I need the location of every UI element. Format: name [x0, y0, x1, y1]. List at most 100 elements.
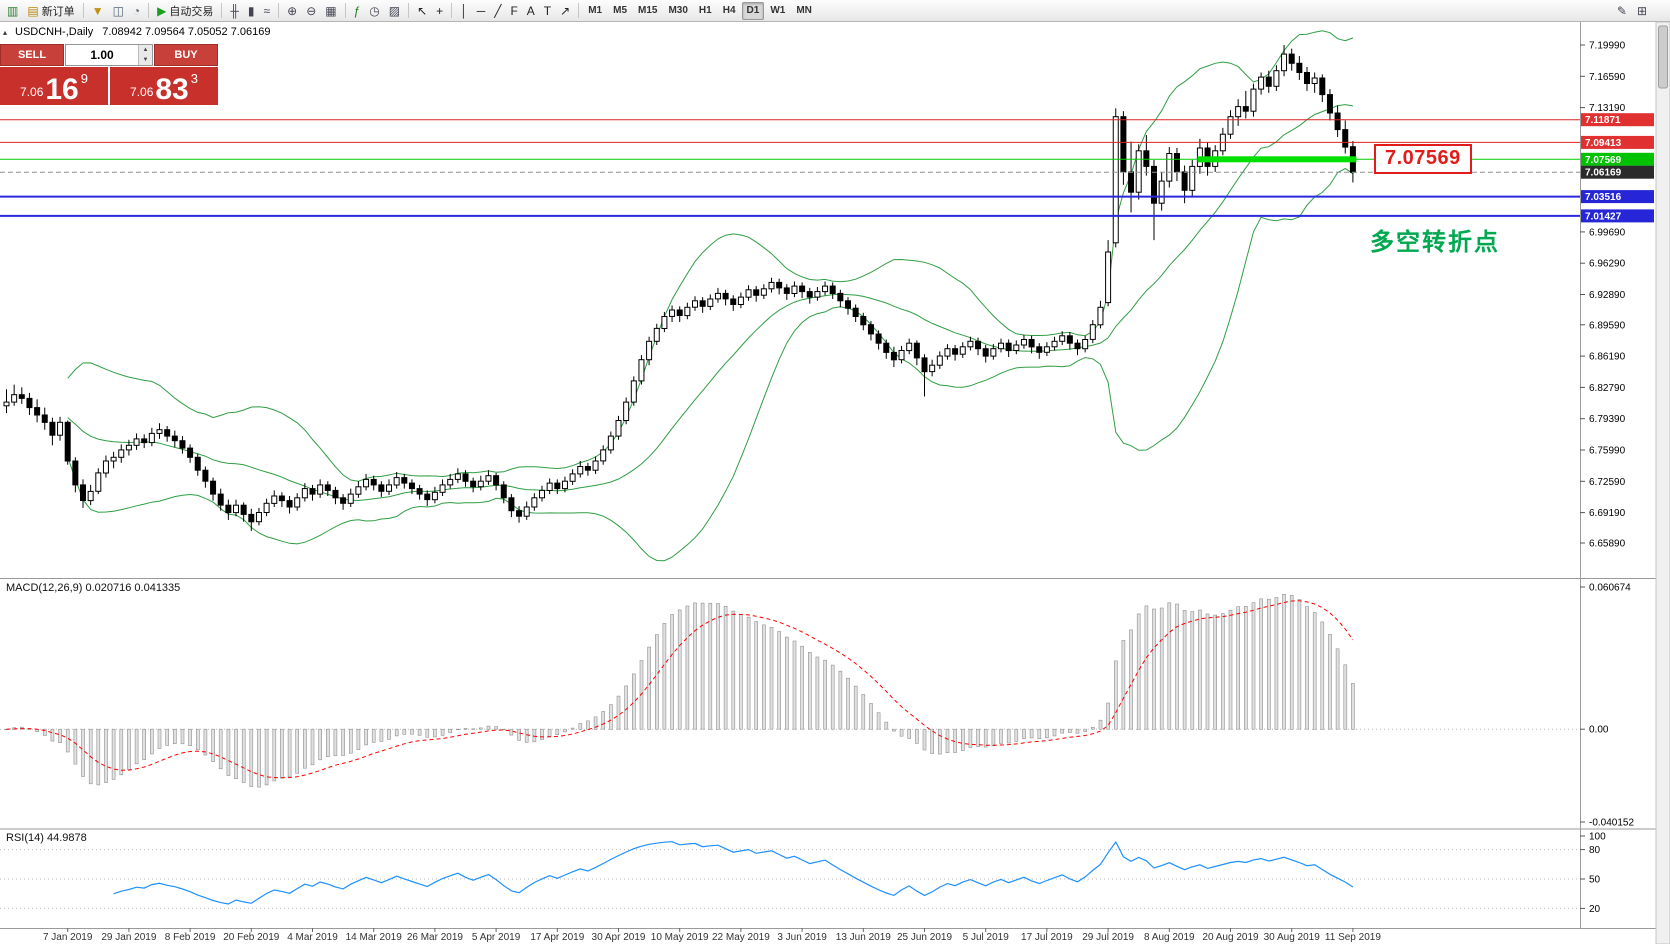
- volume-spinner: ▲ ▼: [138, 45, 152, 65]
- turning-point-annotation[interactable]: 多空转折点: [1370, 229, 1500, 256]
- vertical-line-icon-button[interactable]: │: [456, 1, 472, 21]
- svg-text:6.86190: 6.86190: [1589, 352, 1626, 363]
- trade-panel-controls-row: SELL 1.00 ▲ ▼ BUY: [0, 44, 218, 66]
- bar-chart-icon-button[interactable]: ╫: [226, 1, 243, 21]
- svg-text:7.16590: 7.16590: [1589, 72, 1626, 83]
- svg-text:17 Apr 2019: 17 Apr 2019: [530, 932, 584, 943]
- charts-filter-icon-button[interactable]: ▼: [88, 1, 108, 21]
- crosshair-icon-button[interactable]: +: [432, 1, 447, 21]
- timeframe-mn-button[interactable]: MN: [796, 4, 812, 16]
- svg-text:80: 80: [1589, 845, 1601, 856]
- candlestick-chart-icon-button[interactable]: ▮: [244, 1, 259, 21]
- timeframe-m5-button[interactable]: M5: [613, 4, 628, 16]
- svg-text:20 Aug 2019: 20 Aug 2019: [1202, 932, 1259, 943]
- new-order-glyph: ▤: [27, 3, 39, 18]
- svg-text:22 May 2019: 22 May 2019: [712, 932, 770, 943]
- layout-icon-glyph: ⊞: [1636, 3, 1647, 18]
- crosshair-icon-glyph: +: [436, 3, 444, 18]
- alerts-icon-button[interactable]: ◔: [129, 1, 144, 21]
- terminal-icon: ▥: [3, 1, 22, 21]
- price-callout-label[interactable]: 7.07569: [1374, 144, 1472, 174]
- zoom-in-icon-glyph: ⊕: [287, 3, 298, 18]
- toolbar-separator: [221, 3, 223, 18]
- svg-text:26 Mar 2019: 26 Mar 2019: [407, 932, 464, 943]
- timeframe-w1-button[interactable]: W1: [770, 4, 786, 16]
- scrollbar-thumb[interactable]: [1658, 25, 1668, 89]
- zoom-out-icon-glyph: ⊖: [306, 3, 317, 18]
- candles-layer: [3, 45, 1356, 531]
- toolbar-separator: [578, 3, 580, 18]
- svg-text:7.13190: 7.13190: [1589, 103, 1626, 114]
- svg-text:0.00: 0.00: [1589, 725, 1609, 736]
- toolbar-separator: [408, 3, 410, 18]
- cursor-icon-button[interactable]: ↖: [413, 1, 431, 21]
- rsi-indicator-label: RSI(14) 44.9878: [6, 832, 87, 844]
- periods-icon-glyph: ◷: [369, 3, 380, 18]
- buy-button[interactable]: BUY: [154, 44, 218, 66]
- timeframe-d1-button[interactable]: D1: [741, 1, 765, 20]
- autotrading-button[interactable]: ▶ 自动交易: [153, 1, 217, 21]
- svg-text:6.72590: 6.72590: [1589, 477, 1626, 488]
- symbol-title: USDCNH-,Daily: [15, 26, 94, 38]
- edit-icon-button[interactable]: ✎: [1613, 1, 1631, 21]
- volume-field[interactable]: 1.00 ▲ ▼: [65, 44, 153, 66]
- trendline-icon-glyph: ╱: [494, 3, 502, 18]
- layout-icon-button[interactable]: ⊞: [1633, 1, 1651, 21]
- profiles-icon-button[interactable]: ◫: [109, 1, 128, 21]
- bar-chart-icon-glyph: ╫: [230, 3, 239, 18]
- autotrading-glyph: ▶: [157, 3, 167, 18]
- svg-text:8 Aug 2019: 8 Aug 2019: [1144, 932, 1195, 943]
- candlestick-chart-icon-glyph: ▮: [247, 3, 255, 18]
- trendline-icon-button[interactable]: ╱: [490, 1, 505, 21]
- svg-text:7 Jan 2019: 7 Jan 2019: [43, 932, 93, 943]
- collapse-trade-panel-icon[interactable]: ▴: [3, 28, 8, 37]
- toolbar-separator: [278, 3, 280, 18]
- svg-text:6.82790: 6.82790: [1589, 383, 1626, 394]
- svg-text:7.09413: 7.09413: [1585, 138, 1622, 149]
- timeframe-m30-button[interactable]: M30: [668, 4, 688, 16]
- new-order-button[interactable]: ▤ 新订单: [23, 1, 78, 21]
- svg-text:5 Jul 2019: 5 Jul 2019: [963, 932, 1010, 943]
- svg-text:7.01427: 7.01427: [1585, 211, 1622, 222]
- fibonacci-icon-glyph: F: [510, 3, 518, 18]
- text-icon-button[interactable]: A: [523, 1, 539, 21]
- fibonacci-icon-button[interactable]: F: [506, 1, 521, 21]
- time-axis[interactable]: 7 Jan 2019 29 Jan 2019 8 Feb 2019 20 Feb 20…: [43, 928, 1381, 943]
- horizontal-lines-layer: [0, 119, 1580, 217]
- shapes-icon-glyph: ↗: [560, 3, 571, 18]
- svg-text:17 Jul 2019: 17 Jul 2019: [1021, 932, 1073, 943]
- horizontal-line-icon-button[interactable]: ─: [473, 1, 490, 21]
- buy-price-prefix: 7.06: [130, 85, 154, 99]
- svg-text:6.65890: 6.65890: [1589, 539, 1626, 550]
- shapes-icon-button[interactable]: ↗: [556, 1, 574, 21]
- line-chart-icon-button[interactable]: ≈: [260, 1, 275, 21]
- sell-price-display[interactable]: 7.06 16 9: [0, 67, 108, 105]
- volume-value[interactable]: 1.00: [90, 48, 114, 62]
- vertical-line-icon-glyph: │: [460, 3, 468, 18]
- buy-price-display[interactable]: 7.06 83 3: [110, 67, 218, 105]
- support-zone-segment[interactable]: [1197, 156, 1357, 163]
- templates-icon-button[interactable]: ▨: [385, 1, 404, 21]
- timeframe-h1-button[interactable]: H1: [698, 4, 712, 16]
- svg-text:7.11871: 7.11871: [1585, 115, 1621, 126]
- svg-text:5 Apr 2019: 5 Apr 2019: [472, 932, 521, 943]
- price-axis[interactable]: 7.19990 7.16590 7.13190 6.99690 6.96290 6.928…: [1580, 41, 1654, 915]
- volume-down-button[interactable]: ▼: [139, 55, 152, 65]
- zoom-out-icon-button[interactable]: ⊖: [302, 1, 320, 21]
- tile-windows-icon-glyph: ▦: [325, 3, 337, 18]
- zoom-in-icon-button[interactable]: ⊕: [283, 1, 301, 21]
- timeframe-m15-button[interactable]: M15: [638, 4, 658, 16]
- vertical-scrollbar[interactable]: [1655, 21, 1670, 944]
- svg-text:100: 100: [1589, 832, 1606, 843]
- timeframe-h4-button[interactable]: H4: [722, 4, 736, 16]
- text-label-icon-button[interactable]: T: [540, 1, 555, 21]
- volume-up-button[interactable]: ▲: [139, 45, 152, 55]
- tile-windows-icon-button[interactable]: ▦: [321, 1, 340, 21]
- indicators-icon-button[interactable]: ƒ: [350, 1, 365, 21]
- sell-button[interactable]: SELL: [0, 44, 64, 66]
- indicators-icon-glyph: ƒ: [353, 3, 361, 18]
- periods-icon-button[interactable]: ◷: [365, 1, 383, 21]
- timeframe-m1-button[interactable]: M1: [588, 4, 603, 16]
- svg-text:14 Mar 2019: 14 Mar 2019: [346, 932, 403, 943]
